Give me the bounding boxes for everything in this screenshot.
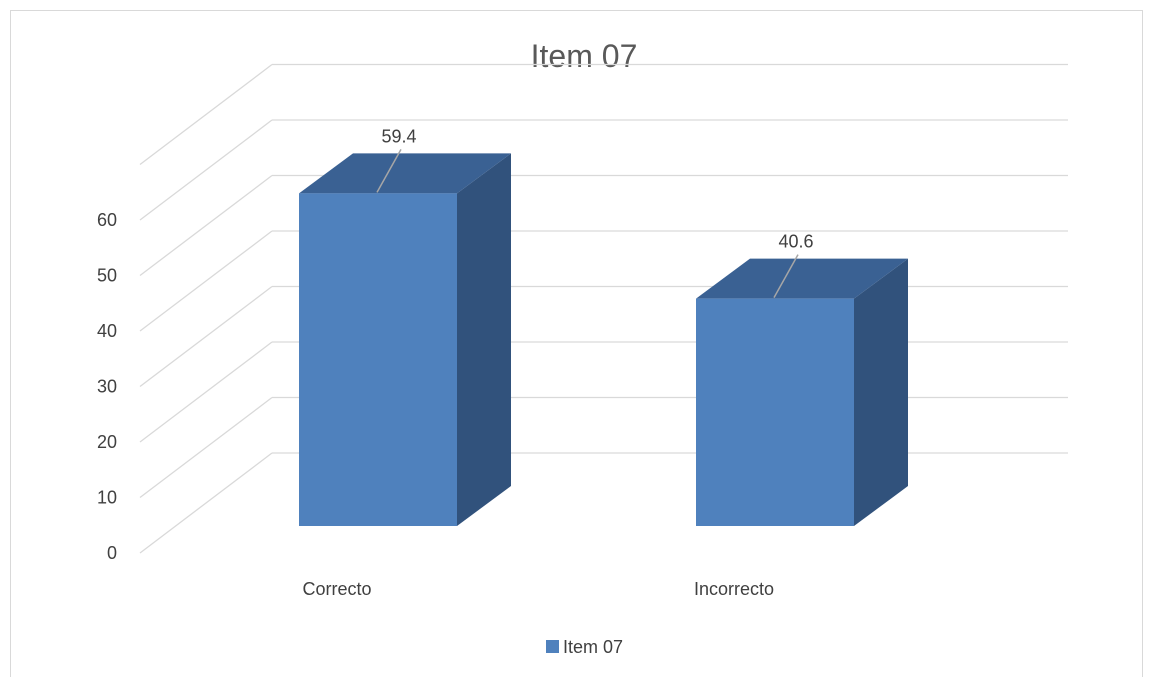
bar-correcto: 59.4 bbox=[299, 126, 511, 526]
x-axis-categories: Correcto Incorrecto bbox=[302, 579, 774, 599]
bar-side bbox=[457, 153, 511, 526]
legend-swatch bbox=[546, 640, 559, 653]
y-tick-label: 30 bbox=[97, 377, 117, 397]
y-tick-label: 40 bbox=[97, 321, 117, 341]
data-label: 40.6 bbox=[778, 232, 813, 252]
x-category-label: Correcto bbox=[302, 579, 371, 599]
gridline-diagonal bbox=[140, 176, 272, 276]
gridline-diagonal bbox=[140, 398, 272, 498]
chart-title: Item 07 bbox=[531, 38, 638, 74]
gridline-diagonal bbox=[140, 287, 272, 387]
gridline-diagonal bbox=[140, 65, 272, 165]
data-label: 59.4 bbox=[381, 126, 416, 146]
y-tick-label: 50 bbox=[97, 266, 117, 286]
legend: Item 07 bbox=[546, 637, 623, 657]
bar-incorrecto: 40.6 bbox=[696, 232, 908, 526]
bars: 59.4 40.6 bbox=[299, 126, 908, 526]
gridlines bbox=[140, 65, 1068, 554]
gridline-diagonal bbox=[140, 453, 272, 553]
y-axis-ticks: 0 10 20 30 40 50 60 bbox=[97, 210, 117, 563]
y-tick-label: 20 bbox=[97, 432, 117, 452]
y-tick-label: 10 bbox=[97, 488, 117, 508]
gridline-diagonal bbox=[140, 342, 272, 442]
bar-front bbox=[696, 299, 854, 526]
gridline-diagonal bbox=[140, 120, 272, 220]
x-category-label: Incorrecto bbox=[694, 579, 774, 599]
y-tick-label: 60 bbox=[97, 210, 117, 230]
gridline-diagonal bbox=[140, 231, 272, 331]
y-tick-label: 0 bbox=[107, 543, 117, 563]
legend-label: Item 07 bbox=[563, 637, 623, 657]
bar-front bbox=[299, 193, 457, 526]
bar-side bbox=[854, 259, 908, 526]
